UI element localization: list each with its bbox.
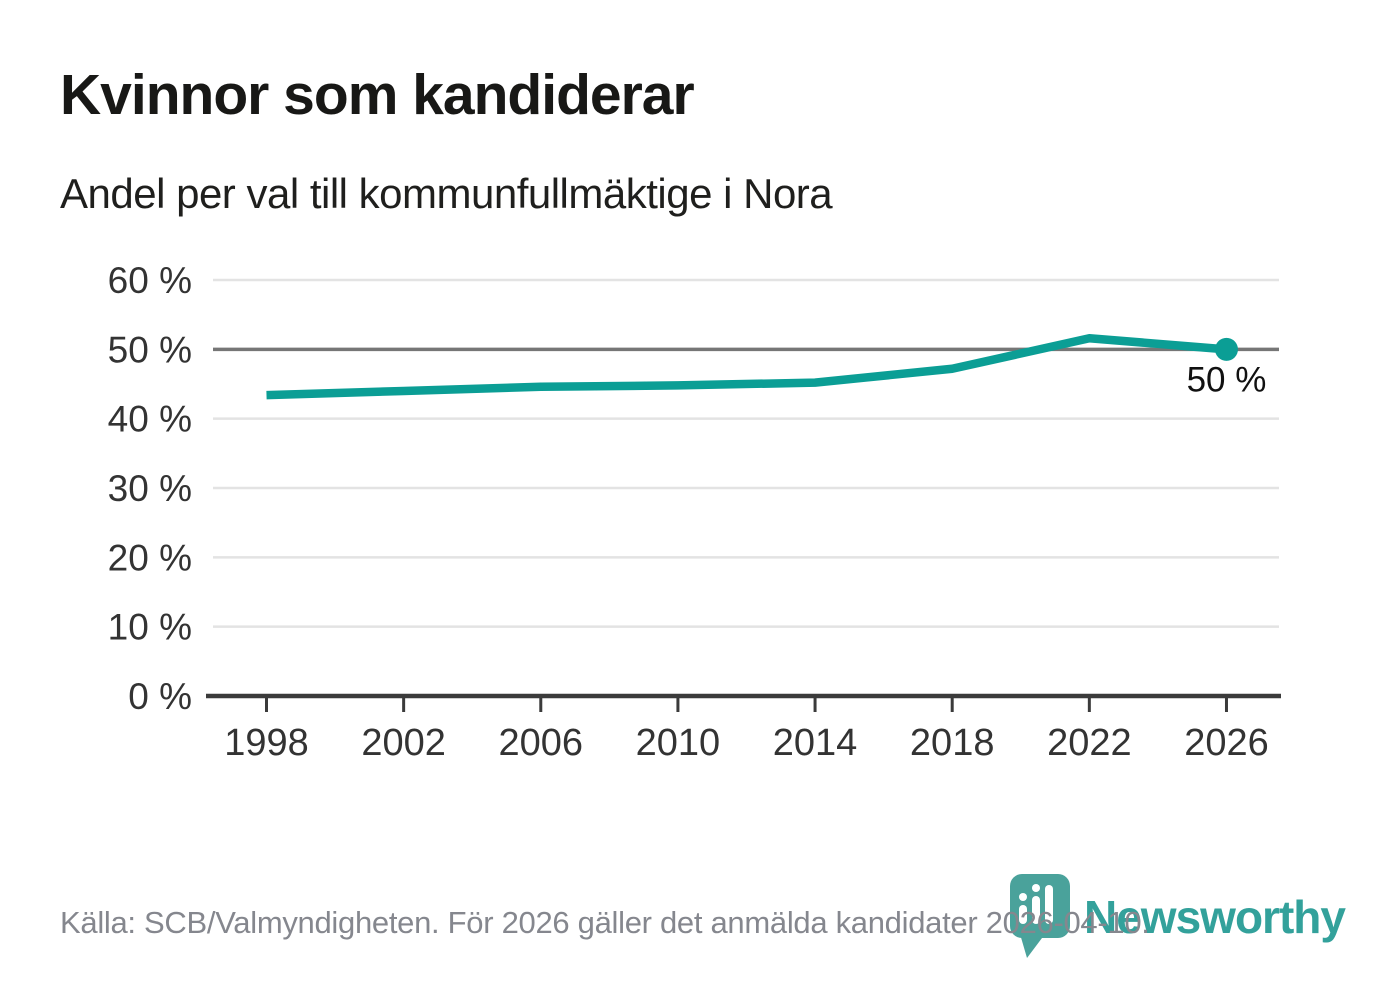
data-line-series <box>266 334 1238 400</box>
y-axis-labels: 0 % 10 % 20 % 30 % 40 % 50 % 60 % <box>108 260 192 717</box>
x-axis <box>206 693 1281 712</box>
x-tick-label: 2022 <box>1047 722 1132 764</box>
x-axis-labels: 1998 2002 2006 2010 2014 2018 2022 2026 <box>224 722 1269 764</box>
newsworthy-chart-bubble-icon <box>1010 874 1070 958</box>
y-tick-label: 60 % <box>108 260 192 301</box>
x-tick-label: 2002 <box>361 722 446 764</box>
x-tick-label: 2026 <box>1184 722 1269 764</box>
y-tick-label: 30 % <box>108 468 192 509</box>
y-tick-label: 10 % <box>108 607 192 648</box>
chart-subtitle: Andel per val till kommunfullmäktige i N… <box>60 170 833 217</box>
source-text: Källa: SCB/Valmyndigheten. För 2026 gäll… <box>60 905 1150 940</box>
chart-title: Kvinnor som kandiderar <box>60 63 695 127</box>
gridlines <box>213 278 1279 628</box>
newsworthy-logo: Newsworthy <box>1010 874 1346 960</box>
x-tick-label: 2014 <box>773 722 858 764</box>
endpoint-annotation: 50 % <box>1187 360 1267 399</box>
y-tick-label: 50 % <box>108 329 192 370</box>
y-tick-label: 20 % <box>108 537 192 578</box>
x-tick-label: 2018 <box>910 722 995 764</box>
newsworthy-wordmark: Newsworthy <box>1084 891 1346 943</box>
x-tick-label: 2010 <box>636 722 721 764</box>
y-tick-label: 40 % <box>108 399 192 440</box>
x-tick-label: 2006 <box>499 722 584 764</box>
y-tick-label: 0 % <box>128 676 192 717</box>
endpoint-value-label: 50 % <box>1187 360 1267 399</box>
data-line <box>266 334 1227 400</box>
x-tick-label: 1998 <box>224 722 309 764</box>
endpoint-marker <box>1214 337 1238 361</box>
